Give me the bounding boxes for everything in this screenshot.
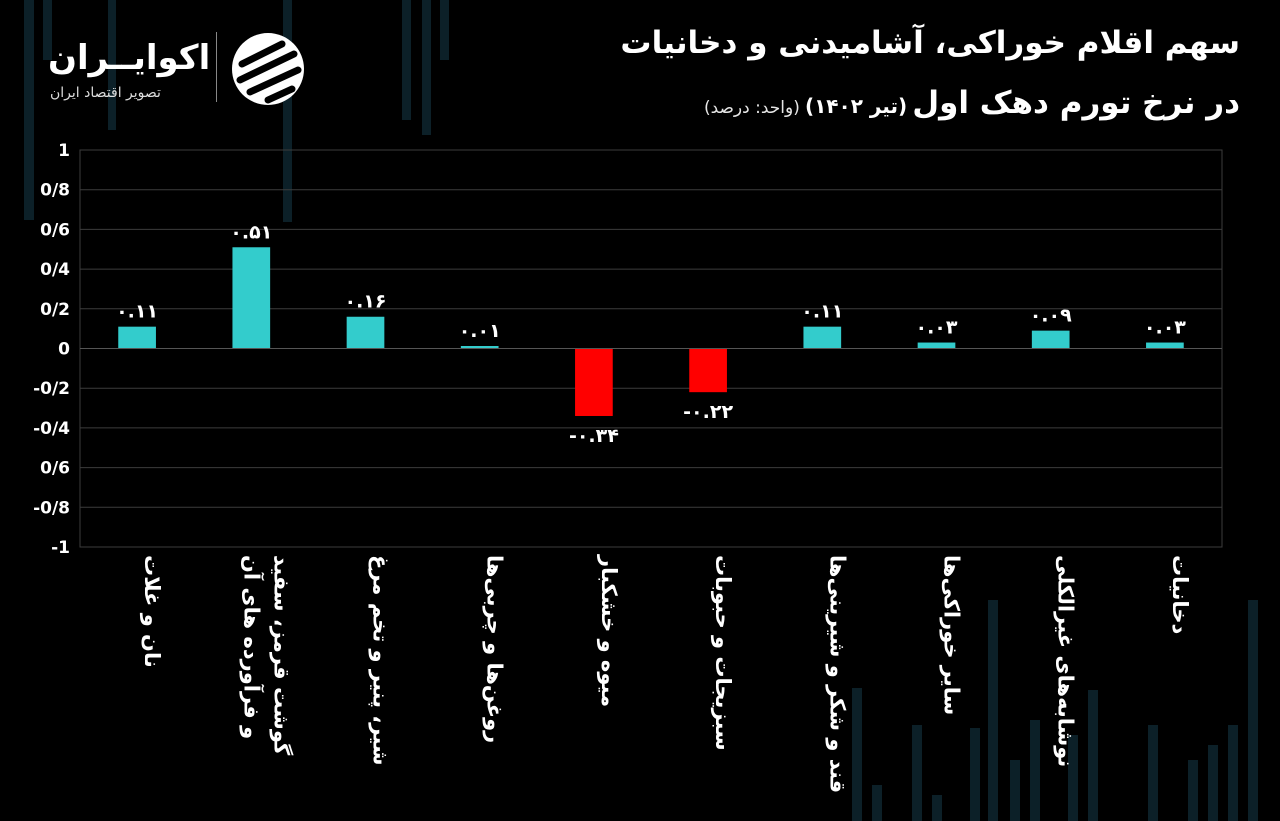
data-label: ۰.۵۱: [230, 221, 272, 243]
category-label: شیر، پنیر و تخم مرغ: [369, 555, 393, 766]
category-label: نوشابه‌های غیرالکلی: [1054, 555, 1078, 767]
y-tick-label: -0/8: [33, 498, 70, 518]
bar: [346, 316, 385, 349]
bar: [917, 342, 956, 349]
y-tick-label: 1: [58, 141, 70, 161]
category-label: روغن‌ها و چربی‌ها: [483, 555, 507, 743]
bar: [1031, 330, 1070, 349]
y-tick-label: -0/2: [33, 379, 70, 399]
category-label: نان و غلات: [140, 555, 164, 668]
data-label: ۰.۰۳: [915, 317, 957, 339]
bar: [232, 247, 271, 349]
category-label: سبزیجات و حبوبات: [711, 555, 735, 751]
brand-tagline: تصویر اقتصاد ایران: [50, 85, 161, 101]
y-tick-label: 0: [58, 340, 70, 360]
brand-separator: [216, 32, 217, 102]
chart-title-block: سهم اقلام خوراکی، آشامیدنی و دخانیات در …: [620, 18, 1240, 133]
data-label: ۰.۰۳: [1144, 317, 1186, 339]
bar: [1146, 342, 1184, 349]
y-tick-label: 0/8: [40, 181, 70, 201]
subtitle-main: در نرخ تورم دهک اول: [912, 85, 1240, 121]
brand-name: اکوایــران: [48, 38, 211, 78]
bar: [803, 326, 842, 349]
category-label: میوه و خشکبار: [597, 554, 621, 707]
category-label: و فرآورده های آن: [239, 555, 264, 739]
brand-mark-icon: [232, 33, 304, 105]
y-tick-label: 0/2: [40, 300, 70, 320]
data-label: -۰.۲۲: [683, 401, 733, 423]
bar: [118, 326, 156, 349]
y-tick-label: -0/4: [33, 419, 70, 439]
subtitle-period: (تیر ۱۴۰۲): [804, 94, 908, 118]
y-tick-label: 0/6: [40, 459, 70, 479]
bar: [460, 346, 499, 349]
y-tick-label: 0/4: [40, 260, 70, 280]
data-label: ۰.۰۱: [459, 320, 501, 342]
category-label: قند و شکر و شیرینی‌ها: [825, 555, 849, 793]
bar: [689, 348, 727, 393]
brand-logo: اکوایــران تصویر اقتصاد ایران: [48, 30, 318, 110]
category-label: دخانیات: [1168, 555, 1192, 634]
data-label: ۰.۰۹: [1030, 305, 1072, 327]
y-tick-label: -1: [51, 538, 70, 558]
category-label: سایر خوراکی‌ها: [940, 555, 964, 715]
data-label: -۰.۳۴: [569, 425, 619, 447]
y-tick-label: 0/6: [40, 220, 70, 240]
data-label: ۰.۱۶: [344, 291, 386, 313]
chart-subtitle: در نرخ تورم دهک اول (تیر ۱۴۰۲) (واحد: در…: [620, 78, 1240, 133]
data-label: ۰.۱۱: [116, 301, 158, 323]
bar: [575, 348, 613, 416]
subtitle-unit: (واحد: درصد): [703, 98, 800, 118]
chart-title: سهم اقلام خوراکی، آشامیدنی و دخانیات: [620, 25, 1240, 61]
category-label: گوشت قرمز، سفید: [269, 555, 294, 756]
data-label: ۰.۱۱: [801, 301, 843, 323]
